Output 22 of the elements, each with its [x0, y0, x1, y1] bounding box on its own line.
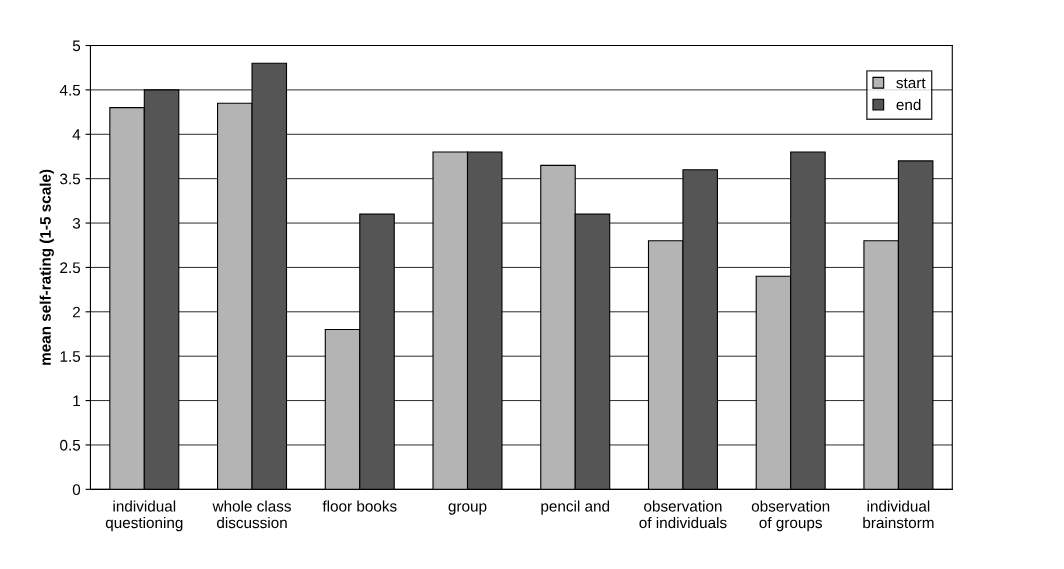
y-tick-label: 5: [72, 40, 81, 52]
x-tick-label: group: [448, 503, 487, 515]
y-tick-label: 4.5: [59, 84, 81, 96]
y-tick-label: 1: [73, 395, 80, 407]
legend-label: start: [896, 78, 926, 89]
x-tick-label: individual questioning: [105, 500, 183, 532]
x-tick-label: whole class discussion: [212, 500, 291, 529]
legend-label: end: [896, 98, 921, 111]
x-tick-label: observation of groups: [751, 500, 830, 532]
x-tick-label: floor books: [322, 500, 397, 512]
y-tick-label: 3: [72, 217, 81, 229]
x-tick-label: individual brainstorm: [863, 500, 934, 529]
x-tick-label: pencil and: [541, 500, 610, 515]
x-tick-label: observation of individuals: [639, 500, 727, 529]
y-tick-label: 2.5: [60, 262, 81, 274]
y-tick-label: 1.5: [60, 351, 81, 362]
y-tick-label: 0.5: [60, 439, 81, 451]
y-tick-label: 4: [72, 129, 81, 140]
y-axis-title: mean self-rating (1-5 scale): [39, 169, 54, 365]
y-tick-label: 3.5: [60, 173, 81, 185]
y-tick-label: 2: [72, 306, 80, 318]
y-tick-label: 0: [72, 484, 81, 496]
